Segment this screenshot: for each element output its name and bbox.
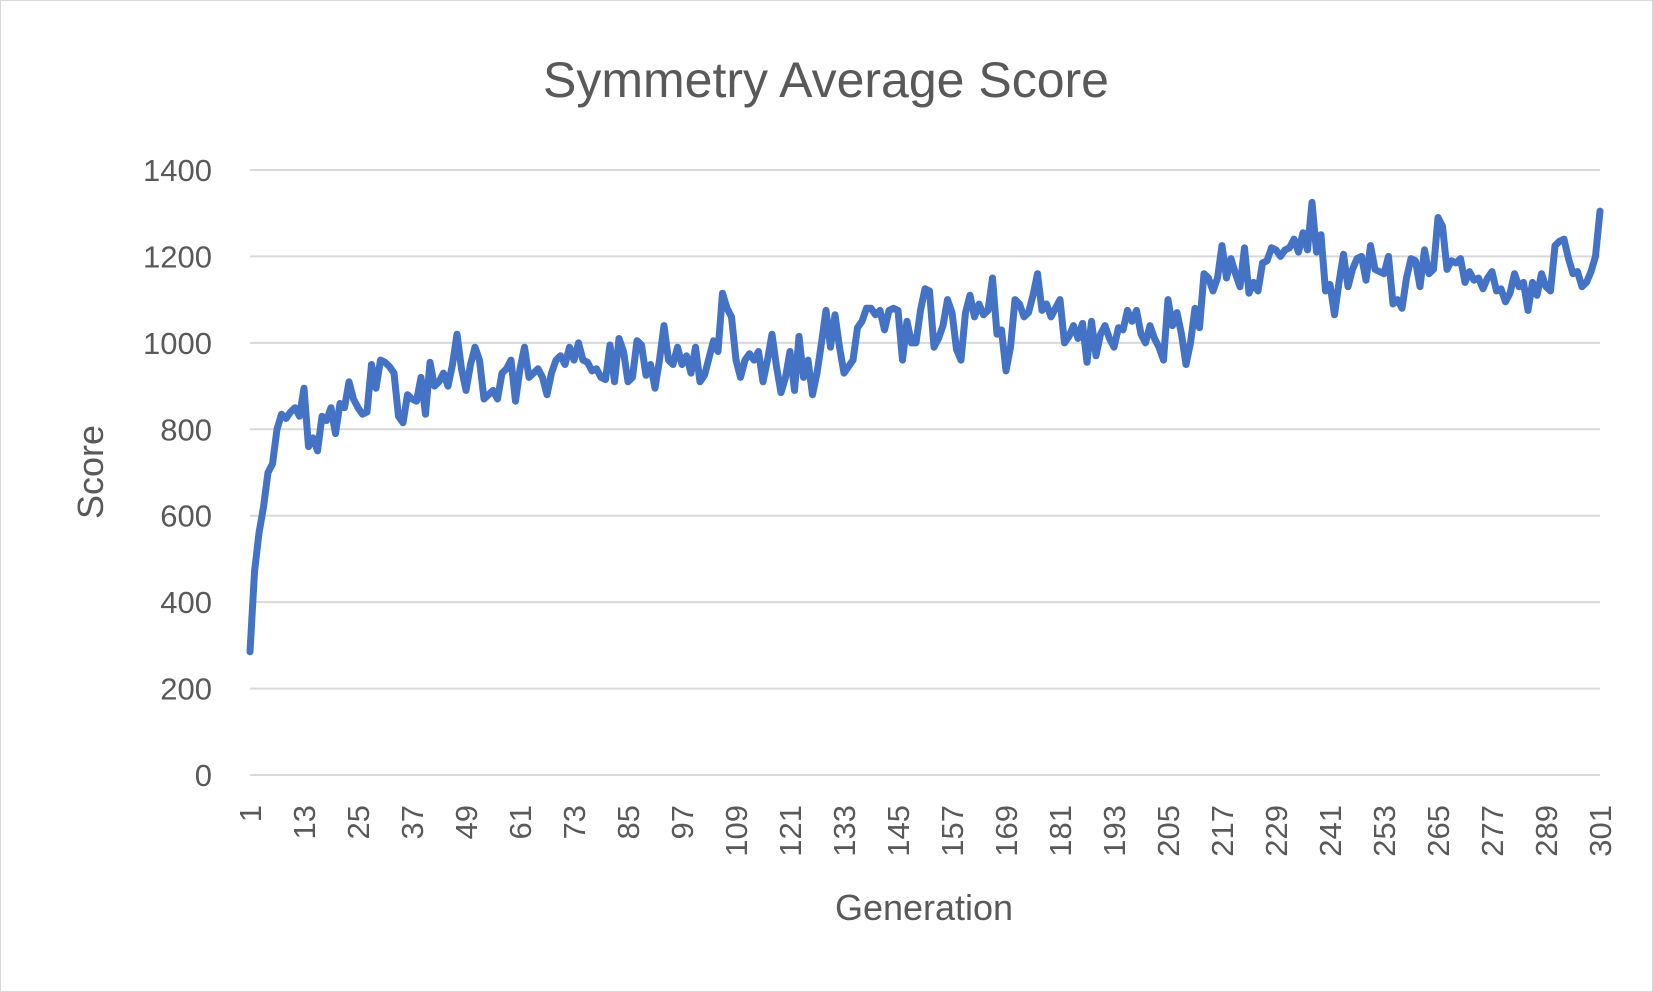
y-tick-label: 800	[160, 412, 212, 447]
x-tick-label: 193	[1097, 805, 1132, 857]
x-tick-label: 265	[1421, 805, 1456, 857]
y-tick-label: 1200	[143, 239, 212, 274]
x-tick-label: 301	[1583, 805, 1618, 857]
x-tick-label: 109	[719, 805, 754, 857]
x-tick-label: 157	[935, 805, 970, 857]
y-tick-label: 0	[195, 758, 212, 793]
x-tick-label: 169	[989, 805, 1024, 857]
x-tick-label: 181	[1043, 805, 1078, 857]
x-tick-label: 289	[1529, 805, 1564, 857]
y-axis-ticks: 0 200 400 600 800 1000 1200 1400	[143, 153, 212, 793]
x-tick-label: 241	[1313, 805, 1348, 857]
x-tick-label: 145	[881, 805, 916, 857]
y-tick-label: 400	[160, 585, 212, 620]
y-tick-label: 600	[160, 499, 212, 534]
x-tick-label: 61	[503, 805, 538, 839]
x-axis-title: Generation	[835, 887, 1013, 928]
x-tick-label: 49	[449, 805, 484, 839]
x-tick-label: 37	[395, 805, 430, 839]
x-axis-ticks: 1 13 25 37 49 61 73 85 97 109 121 133 145 157 169 181 19…	[233, 805, 1618, 857]
x-tick-label: 25	[341, 805, 376, 839]
x-tick-label: 13	[287, 805, 322, 839]
y-axis-title: Score	[70, 425, 111, 519]
y-tick-label: 1400	[143, 153, 212, 188]
x-tick-label: 85	[611, 805, 646, 839]
x-tick-label: 229	[1259, 805, 1294, 857]
series-line	[246, 198, 1604, 656]
x-tick-label: 277	[1475, 805, 1510, 857]
x-tick-label: 121	[773, 805, 808, 857]
y-tick-label: 1000	[143, 326, 212, 361]
x-tick-label: 97	[665, 805, 700, 839]
x-tick-label: 133	[827, 805, 862, 857]
gridlines	[250, 169, 1600, 776]
x-tick-label: 205	[1151, 805, 1186, 857]
chart-title: Symmetry Average Score	[543, 52, 1109, 108]
x-tick-label: 73	[557, 805, 592, 839]
x-tick-label: 217	[1205, 805, 1240, 857]
x-tick-label: 1	[233, 805, 268, 822]
y-tick-label: 200	[160, 672, 212, 707]
x-tick-label: 253	[1367, 805, 1402, 857]
